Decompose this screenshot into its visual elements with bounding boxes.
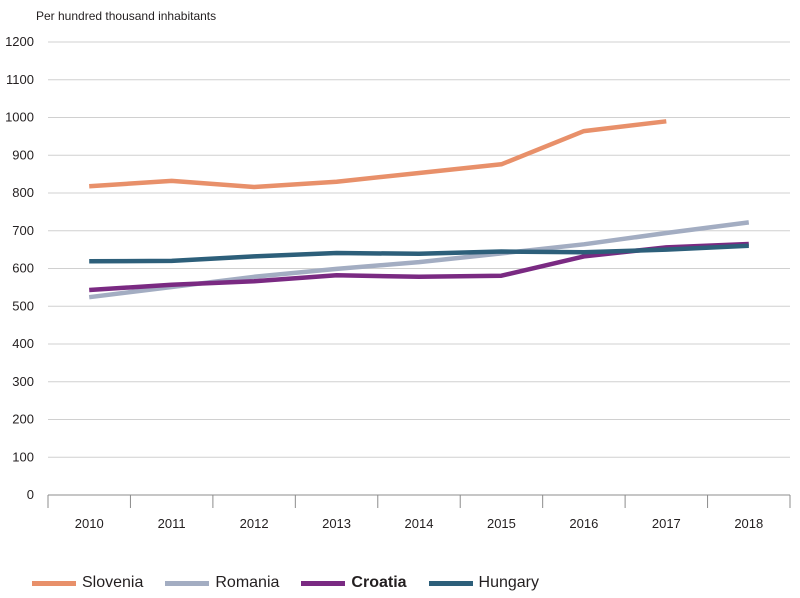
series-line-slovenia <box>89 119 667 190</box>
x-tick-label: 2011 <box>158 516 186 531</box>
legend-label: Croatia <box>351 574 407 591</box>
y-tick-label: 1100 <box>6 72 34 87</box>
x-tick-label: 2013 <box>322 516 351 531</box>
legend-swatch <box>32 580 76 586</box>
legend-label: Slovenia <box>82 574 144 591</box>
line-chart: Per hundred thousand inhabitants 0 100 200… <box>5 9 791 531</box>
legend-item-croatia: Croatia <box>301 574 407 592</box>
y-tick-label: 400 <box>12 336 34 351</box>
x-tick-label: 2017 <box>652 516 681 531</box>
y-tick-label: 1200 <box>5 34 34 49</box>
legend-swatch <box>428 580 473 586</box>
series-line-hungary <box>89 243 749 264</box>
legend-item-slovenia: Slovenia <box>32 574 143 592</box>
legend-swatch <box>165 580 210 586</box>
x-tick-label: 2014 <box>405 516 434 531</box>
y-tick-label: 200 <box>12 412 34 427</box>
legend: Slovenia Romania Croatia Hungary <box>32 574 561 592</box>
legend-item-hungary: Hungary <box>428 574 540 592</box>
y-axis-ticks: 0 100 200 300 400 500 600 700 800 900 1000 1100 1200 <box>5 34 34 502</box>
x-tick-label: 2018 <box>734 516 763 531</box>
y-tick-label: 800 <box>12 185 34 200</box>
y-tick-label: 300 <box>12 374 34 389</box>
y-unit-label: Per hundred thousand inhabitants <box>36 9 216 23</box>
x-tick-label: 2016 <box>569 516 598 531</box>
x-tick-label: 2012 <box>240 516 269 531</box>
legend-label: Hungary <box>478 574 540 591</box>
legend-label: Romania <box>215 574 280 591</box>
y-tick-label: 600 <box>12 261 34 276</box>
legend-item-romania: Romania <box>165 574 279 592</box>
y-tick-label: 700 <box>12 223 34 238</box>
y-tick-label: 900 <box>12 147 34 162</box>
y-tick-label: 500 <box>12 298 34 313</box>
y-tick-label: 100 <box>12 449 34 464</box>
x-tick-label: 2015 <box>487 516 516 531</box>
y-tick-label: 0 <box>27 487 34 502</box>
x-tick-label: 2010 <box>75 516 104 531</box>
x-axis: 2010 2011 2012 2013 2014 2015 2016 2017 2018 <box>47 494 791 531</box>
gridlines <box>48 41 790 458</box>
legend-swatch <box>301 580 346 586</box>
series-lines <box>88 119 750 300</box>
y-tick-label: 1000 <box>5 110 34 125</box>
